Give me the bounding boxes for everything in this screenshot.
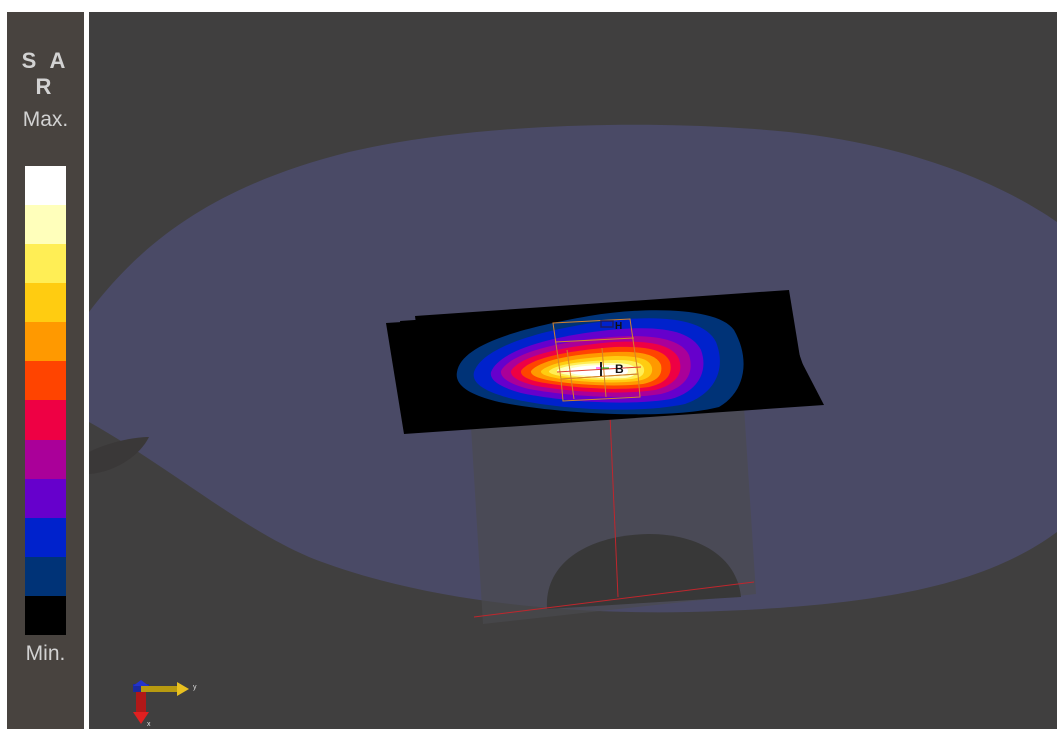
marker-h-label: H xyxy=(615,321,622,332)
scene-canvas[interactable]: H B y x xyxy=(89,12,1057,729)
x-axis-label: x xyxy=(147,721,151,728)
marker-h: H xyxy=(600,320,622,332)
axis-orientation-gizmo: y x xyxy=(133,680,197,728)
color-scale-swatch xyxy=(25,205,66,245)
color-scale-swatch xyxy=(25,361,66,401)
color-scale-swatch xyxy=(25,439,66,479)
color-scale-swatch xyxy=(25,556,66,596)
color-scale-swatch xyxy=(25,283,66,323)
legend-min-label: Min. xyxy=(25,642,66,665)
color-scale-swatch xyxy=(25,517,66,557)
color-scale-swatch xyxy=(25,166,66,206)
color-scale-swatch xyxy=(25,322,66,362)
marker-b: B xyxy=(596,362,624,376)
y-axis-arrow xyxy=(141,686,177,692)
reference-line-horizontal xyxy=(473,581,755,618)
legend-max-label: Max. xyxy=(22,108,69,131)
phantom-edge-shadow xyxy=(89,437,149,474)
device-dome xyxy=(546,534,741,609)
x-axis-arrow xyxy=(136,692,146,714)
marker-b-label: B xyxy=(615,362,624,376)
color-scale-swatch xyxy=(25,400,66,440)
color-scale-swatch xyxy=(25,478,66,518)
y-axis-label: y xyxy=(193,684,197,691)
color-scale-swatch xyxy=(25,595,66,635)
sar-legend-panel: S A R Max. Min. xyxy=(7,12,84,729)
sar-hotspot xyxy=(456,310,744,415)
3d-viewport[interactable]: H B y x xyxy=(89,12,1057,729)
sar-color-scale xyxy=(25,166,66,635)
legend-title: S A R xyxy=(21,48,70,99)
color-scale-swatch xyxy=(25,244,66,284)
